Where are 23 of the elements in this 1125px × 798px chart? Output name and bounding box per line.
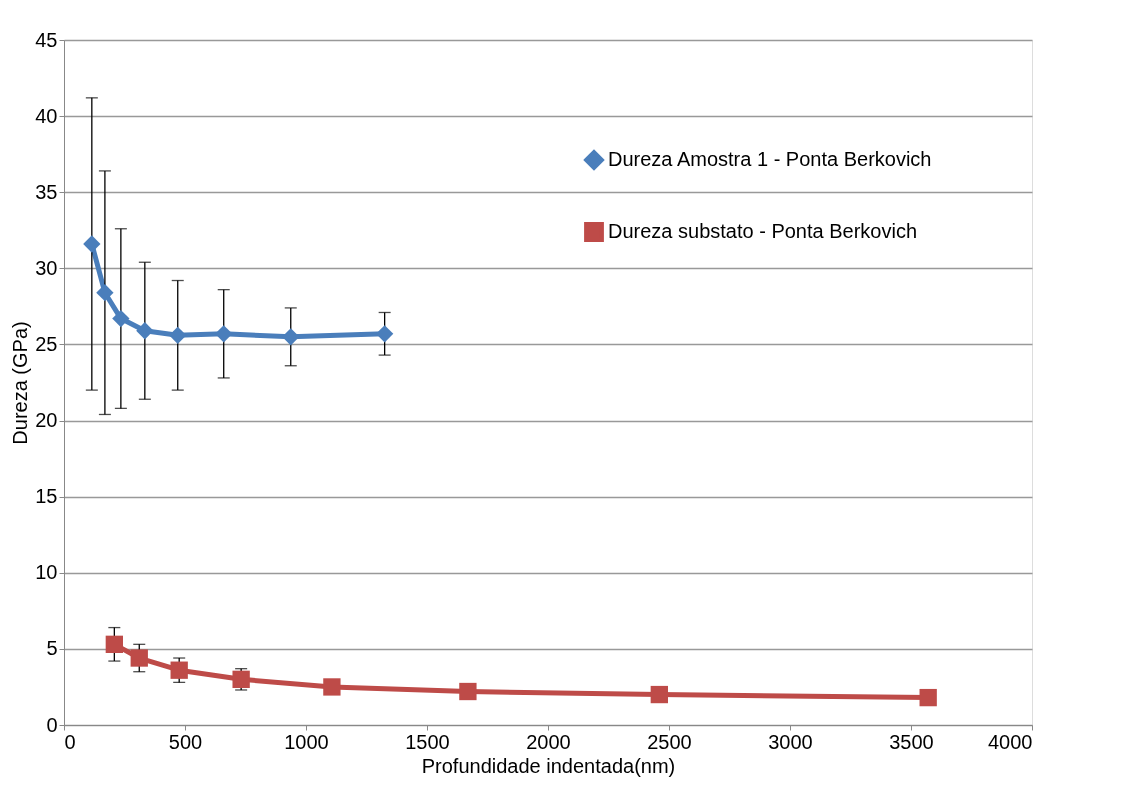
- y-tick-label: 20: [35, 409, 58, 432]
- x-axis-title: Profundidade indentada(nm): [421, 754, 676, 777]
- x-tick-label: 2500: [647, 730, 692, 753]
- x-tick-label: 500: [168, 730, 203, 753]
- y-axis-title: Dureza (GPa): [9, 321, 32, 445]
- y-tick-label: 30: [35, 256, 58, 279]
- x-tick-label: 0: [64, 730, 76, 753]
- x-tick-label: 1000: [284, 730, 329, 753]
- y-tick-label: 45: [35, 28, 58, 51]
- x-tick-label: 2000: [526, 730, 571, 753]
- y-tick-label: 15: [35, 485, 58, 508]
- legend-label: Dureza Amostra 1 - Ponta Berkovich: [608, 148, 932, 170]
- y-tick-label: 5: [46, 637, 58, 660]
- legend-label: Dureza substato - Ponta Berkovich: [608, 220, 918, 242]
- x-tick-label: 3000: [768, 730, 813, 753]
- y-tick-label: 10: [35, 561, 58, 584]
- y-tick-label: 0: [46, 713, 58, 736]
- y-tick-label: 35: [35, 180, 58, 203]
- y-tick-label: 25: [35, 332, 58, 355]
- x-tick-label: 1500: [405, 730, 450, 753]
- x-tick-label: 3500: [889, 730, 934, 753]
- x-tick-label: 4000: [988, 730, 1033, 753]
- y-tick-label: 40: [35, 104, 58, 127]
